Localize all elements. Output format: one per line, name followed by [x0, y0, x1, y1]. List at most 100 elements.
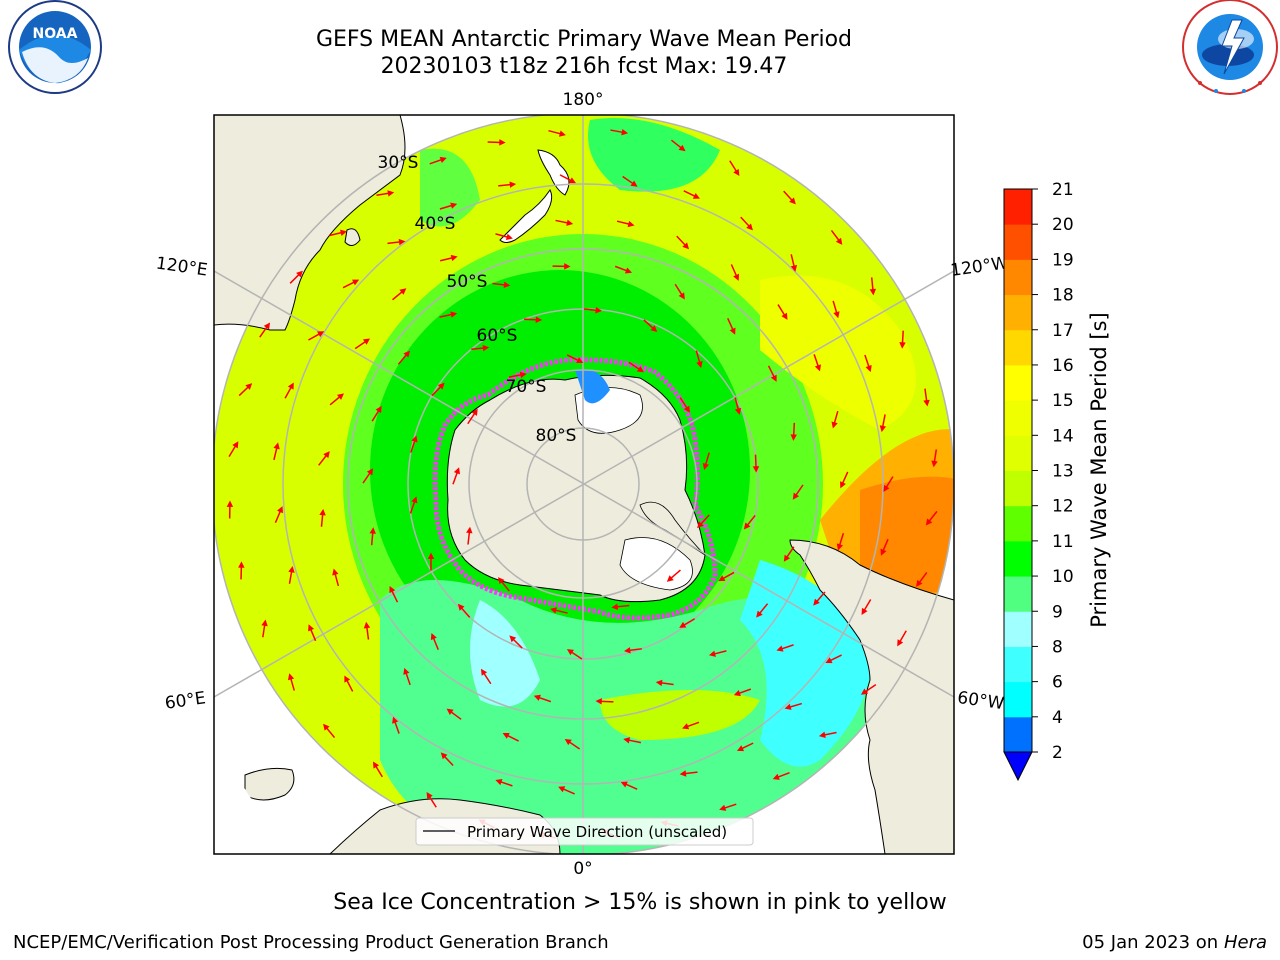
wave-direction-arrow — [508, 371, 527, 379]
lat-label-60s: 60°S — [477, 326, 518, 346]
wave-direction-arrow — [719, 803, 737, 811]
wave-direction-arrow — [409, 496, 418, 514]
wave-direction-arrow — [620, 781, 638, 790]
wave-direction-arrow — [564, 738, 581, 750]
wave-direction-arrow — [323, 723, 336, 739]
wave-direction-arrow — [869, 277, 877, 296]
colorbar-tick-label: 15 — [1052, 391, 1074, 411]
wave-direction-arrow — [319, 508, 326, 527]
wave-direction-arrow — [558, 786, 575, 795]
wave-direction-arrow — [502, 732, 519, 742]
wave-direction-arrow — [897, 630, 907, 647]
wave-direction-arrow — [899, 330, 906, 349]
wave-direction-arrow — [628, 361, 644, 373]
wave-direction-arrow — [813, 591, 826, 606]
wave-direction-arrow — [289, 270, 303, 284]
sea-ice-note: Sea Ice Concentration > 15% is shown in … — [333, 890, 947, 915]
wave-direction-arrow — [284, 382, 294, 399]
wave-direction-arrow — [228, 441, 239, 458]
colorbar-tick-label: 21 — [1052, 180, 1074, 200]
wave-direction-arrow — [740, 216, 753, 231]
wave-direction-arrow — [861, 599, 872, 615]
wave-direction-arrow — [729, 160, 740, 176]
wave-direction-arrow — [492, 281, 511, 289]
wave-direction-arrow — [783, 546, 795, 562]
noaa-logo: NOAA — [8, 0, 102, 94]
weddell-ice-shelf — [619, 537, 693, 591]
colorbar-tick-label: 11 — [1052, 532, 1074, 552]
wave-direction-arrow — [371, 405, 382, 422]
wave-direction-arrow — [733, 688, 752, 697]
colorbar: 2 4 6 8 9 10 11 12 13 14 15 16 17 18 19 20 21 Primary Wa… — [1003, 180, 1111, 782]
wave-direction-arrow — [679, 618, 696, 628]
wave-direction-arrow — [616, 220, 635, 228]
wave-direction-arrow — [831, 410, 839, 429]
outside-domain-white — [214, 700, 310, 854]
colorbar-segment — [1004, 364, 1032, 401]
wave-direction-arrow — [471, 344, 490, 352]
lat-label-30s: 30°S — [378, 153, 419, 173]
colorbar-segment — [1004, 400, 1032, 436]
madagascar — [244, 767, 295, 801]
sea-ice-edge — [432, 357, 718, 621]
wave-direction-arrow — [931, 449, 938, 468]
wave-direction-arrow — [752, 454, 760, 473]
wave-direction-arrow — [783, 190, 796, 205]
wave-direction-arrow — [274, 506, 283, 523]
map-legend: Primary Wave Direction (unscaled) — [415, 817, 754, 846]
wave-direction-arrow — [439, 202, 458, 210]
colorbar-tick-label: 18 — [1052, 286, 1074, 306]
colorbar-tick-label: 8 — [1052, 637, 1063, 657]
wave-direction-arrow — [792, 484, 804, 500]
wave-direction-arrow — [736, 742, 754, 752]
colorbar-segment — [1004, 329, 1032, 366]
wave-direction-arrow — [825, 654, 842, 664]
wave-direction-arrow — [583, 307, 602, 314]
colorbar-segment — [1004, 646, 1032, 683]
wave-direction-arrow — [430, 633, 439, 650]
colorbar-tick-label: 20 — [1052, 215, 1074, 235]
wave-direction-arrow — [916, 571, 928, 587]
wave-direction-arrow — [389, 586, 399, 603]
colorbar-tick-label: 17 — [1052, 321, 1074, 341]
wave-direction-arrows — [226, 128, 938, 839]
wave-direction-arrow — [743, 514, 756, 530]
wave-direction-arrow — [467, 408, 478, 425]
wave-direction-arrow — [452, 467, 460, 485]
wave-direction-arrow — [259, 322, 271, 338]
wave-direction-arrow — [238, 561, 245, 580]
lon-label-180: 180° — [563, 90, 604, 110]
lon-label-60e: 60°E — [164, 688, 207, 713]
wave-direction-arrow — [509, 635, 523, 649]
wave-direction-arrow — [679, 397, 690, 413]
wave-direction-arrow — [308, 331, 325, 341]
wave-direction-arrow — [555, 219, 574, 226]
wave-direction-arrow — [925, 510, 938, 526]
wave-direction-arrow — [880, 538, 889, 556]
wave-direction-arrow — [429, 156, 447, 165]
wave-direction-arrow — [329, 393, 344, 406]
wave-direction-arrow — [273, 442, 280, 461]
wave-direction-arrow — [883, 476, 894, 492]
wave-direction-arrow — [923, 388, 930, 407]
lat-label-80s: 80°S — [536, 426, 577, 446]
wave-direction-arrow — [446, 708, 462, 720]
colorbar-segment — [1004, 540, 1032, 577]
colorbar-segment — [1004, 716, 1032, 753]
lon-label-120w: 120°W — [949, 253, 1009, 281]
wave-direction-arrow — [784, 702, 803, 710]
colorbar-extend-arrow — [1003, 751, 1033, 782]
wave-direction-arrow — [387, 238, 406, 246]
noaa-logo-text: NOAA — [33, 26, 78, 42]
wave-direction-arrow — [550, 607, 568, 614]
wave-direction-arrow — [226, 500, 234, 519]
wave-direction-arrow — [427, 552, 435, 571]
wave-direction-arrow — [655, 679, 674, 687]
colorbar-tick-label: 10 — [1052, 567, 1074, 587]
colorbar-segment — [1004, 505, 1032, 542]
wave-direction-arrow — [772, 772, 790, 780]
wave-direction-arrow — [487, 139, 506, 146]
wave-direction-arrow — [287, 673, 295, 691]
wave-direction-arrow — [524, 316, 543, 323]
wave-direction-arrow — [362, 468, 374, 484]
